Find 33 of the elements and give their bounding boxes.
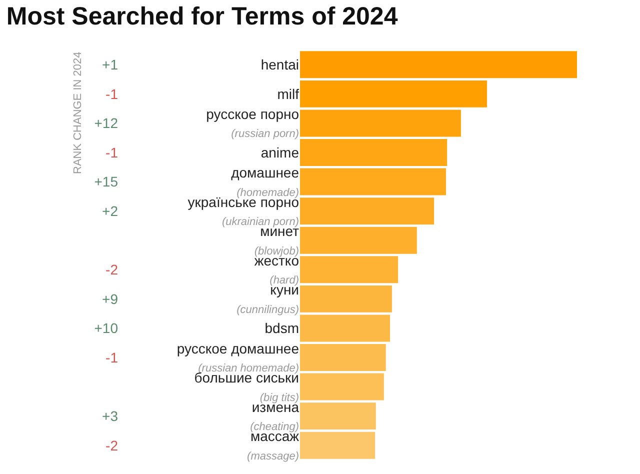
bar — [300, 373, 384, 400]
bar — [300, 285, 392, 312]
chart-title: Most Searched for Terms of 2024 — [6, 2, 398, 31]
y-tick-label: anime — [260, 144, 300, 160]
bar — [300, 226, 417, 254]
y2-tick-label: -2 — [106, 262, 118, 278]
y2-tick-label: +12 — [94, 115, 118, 132]
y-tick-label: bdsm — [264, 320, 299, 336]
y2-tick-label: -1 — [106, 86, 118, 102]
bar — [300, 314, 390, 342]
y2-tick-label: +2 — [102, 202, 118, 219]
y2-tick-label: +9 — [102, 290, 118, 307]
y2-tick-label: -1 — [106, 144, 118, 160]
y2-tick-label: +1 — [102, 56, 118, 73]
y2-tick-label: +10 — [94, 320, 118, 336]
bar — [300, 432, 376, 459]
bar — [300, 256, 398, 284]
y2-tick-label: -2 — [106, 437, 118, 454]
bar — [300, 344, 386, 371]
y2-tick-label: -1 — [106, 349, 118, 366]
bar — [300, 110, 461, 137]
bar — [300, 51, 577, 78]
y-tick-label: hentai — [260, 56, 299, 73]
y-tick-label: milf — [277, 86, 300, 102]
text: RANK CHANGE IN 2024 — [72, 52, 84, 174]
bar — [300, 168, 446, 196]
bar — [300, 80, 487, 108]
y2-tick-label: +15 — [94, 174, 118, 190]
y-tick-label: русское порно (russian porn) — [206, 106, 300, 140]
bar — [300, 198, 434, 225]
y2-tick-label: +3 — [102, 408, 118, 424]
bar — [300, 402, 376, 430]
bar — [300, 139, 448, 166]
